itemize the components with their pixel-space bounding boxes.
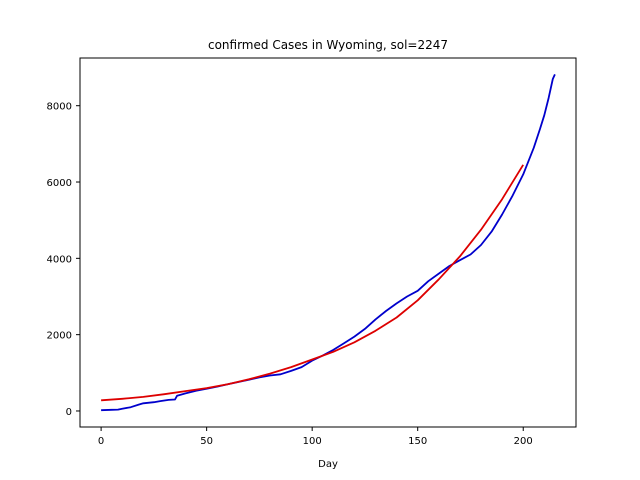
plot-frame <box>79 57 577 428</box>
x-tick-label: 100 <box>303 436 322 447</box>
x-tick-label: 50 <box>200 436 213 447</box>
chart-title: confirmed Cases in Wyoming, sol=2247 <box>208 38 448 52</box>
series-layer <box>101 74 556 412</box>
y-tick-label: 0 <box>66 407 72 418</box>
y-tick-label: 4000 <box>47 254 72 265</box>
y-tick-label: 6000 <box>47 178 72 189</box>
y-tick-label: 8000 <box>47 102 72 113</box>
x-axis-label: Day <box>318 459 338 470</box>
x-tick-label: 150 <box>408 436 427 447</box>
series-line-2 <box>101 164 524 402</box>
x-tick-label: 0 <box>98 436 104 447</box>
y-tick-label: 2000 <box>47 331 72 342</box>
x-tick-label: 200 <box>514 436 533 447</box>
